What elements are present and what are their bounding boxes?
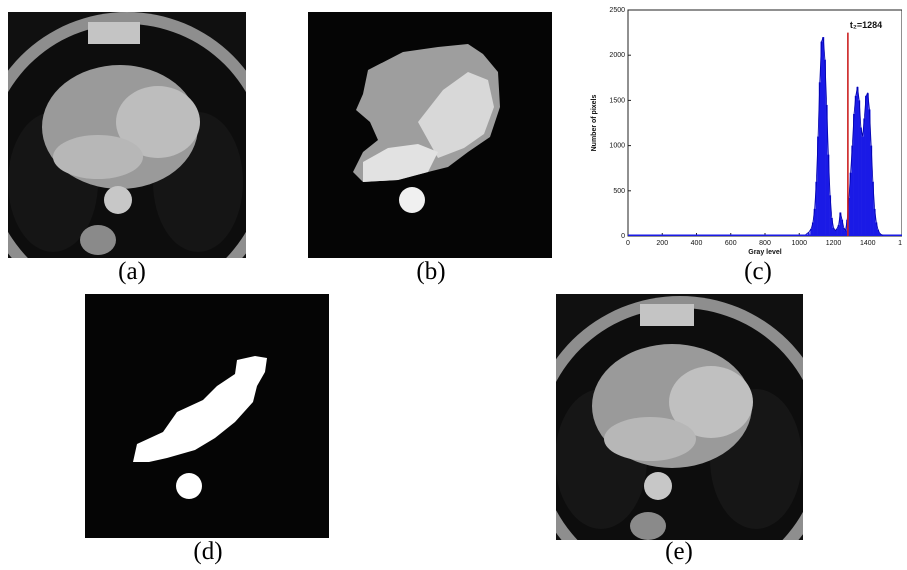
x-tick-label: 600 [725, 240, 737, 247]
y-tick-label: 0 [621, 233, 625, 240]
histogram-bar [817, 136, 820, 236]
histogram-bar [865, 95, 868, 236]
histogram-bar [863, 118, 866, 236]
histogram-bar [807, 232, 810, 236]
histogram-bar [859, 127, 862, 236]
panel-b-segmented-mask [308, 12, 552, 258]
histogram-bar [849, 172, 852, 236]
histogram-bar [870, 145, 873, 236]
x-tick-label: 800 [759, 240, 771, 247]
histogram-bar [877, 229, 880, 236]
histogram-bar [858, 100, 861, 237]
panel-a-ct-original [8, 12, 246, 258]
aorta [644, 472, 672, 500]
histogram-bar [829, 195, 832, 236]
histogram-bar [878, 233, 881, 236]
sternum [88, 22, 140, 44]
histogram-bar [839, 212, 842, 236]
histogram-bar [830, 217, 833, 236]
y-axis-label: Number of pixels [591, 95, 598, 152]
panel-d-threshold-mask [85, 294, 329, 538]
y-tick-label: 2000 [609, 52, 625, 59]
histogram-bar [834, 230, 837, 236]
x-axis-label: Gray level [748, 249, 782, 256]
histogram-bar [818, 82, 821, 236]
histogram-bar [873, 208, 876, 236]
aorta-mask [399, 187, 425, 213]
histogram-bar [880, 234, 883, 236]
histogram-bar [875, 222, 878, 236]
x-tick-label: 1400 [860, 240, 876, 247]
histogram-bar [837, 225, 840, 236]
aorta-binary [176, 473, 202, 499]
panel-c-histogram: 0 500 1000 1500 2000 2500 0 200 400 600 800 1000 120… [586, 6, 902, 258]
x-tick-label: 400 [691, 240, 703, 247]
threshold-image-d [85, 294, 329, 538]
histogram-bar [805, 234, 808, 236]
ct-image-a [8, 12, 246, 258]
histogram-bar [861, 136, 864, 236]
x-tick-label: 1000 [791, 240, 807, 247]
x-tick-label: 1200 [826, 240, 842, 247]
caption-b: (b) [416, 258, 446, 285]
histogram-bar [842, 227, 845, 236]
histogram-bar [871, 181, 874, 236]
histogram-bar [835, 228, 838, 236]
panel-e-ct-result [556, 294, 803, 540]
histogram-bar [856, 86, 859, 236]
histogram-bar [813, 208, 816, 236]
binary-region [133, 356, 267, 462]
histogram-bar [825, 104, 828, 236]
histogram-bar [854, 95, 857, 236]
histogram-bar [810, 228, 813, 236]
histogram-bar [866, 93, 869, 236]
histogram-bar [844, 230, 847, 236]
aorta [104, 186, 132, 214]
caption-d: (d) [193, 538, 223, 565]
histogram-bar [853, 113, 856, 236]
histogram-bar [822, 37, 825, 237]
x-tick-label: 16 [898, 240, 902, 247]
histogram-bar [815, 181, 818, 236]
caption-a: (a) [118, 258, 146, 285]
histogram-bar [827, 154, 830, 236]
histogram-bar [823, 59, 826, 236]
histogram-bar [832, 227, 835, 236]
ct-image-e [556, 294, 803, 540]
caption-e: (e) [665, 538, 693, 565]
histogram-envelope [805, 36, 884, 236]
histogram-chart: 0 500 1000 1500 2000 2500 0 200 400 600 800 1000 120… [591, 7, 902, 256]
histogram-bar [841, 219, 844, 236]
segmented-image-b [308, 12, 552, 258]
threshold-label: t₂=1284 [850, 20, 882, 30]
y-tick-label: 500 [613, 188, 625, 195]
caption-c: (c) [744, 258, 772, 285]
histogram-bar [811, 222, 814, 236]
histogram-bar [882, 235, 885, 236]
y-tick-label: 1500 [609, 97, 625, 104]
histogram-bar [868, 109, 871, 236]
histogram-bar [851, 145, 854, 236]
y-tick-label: 2500 [609, 7, 625, 14]
spine [80, 225, 116, 255]
x-tick-label: 0 [626, 240, 630, 247]
x-tick-label: 200 [656, 240, 668, 247]
y-tick-label: 1000 [609, 143, 625, 150]
histogram-bar [820, 41, 823, 236]
histogram-bar [847, 198, 850, 236]
